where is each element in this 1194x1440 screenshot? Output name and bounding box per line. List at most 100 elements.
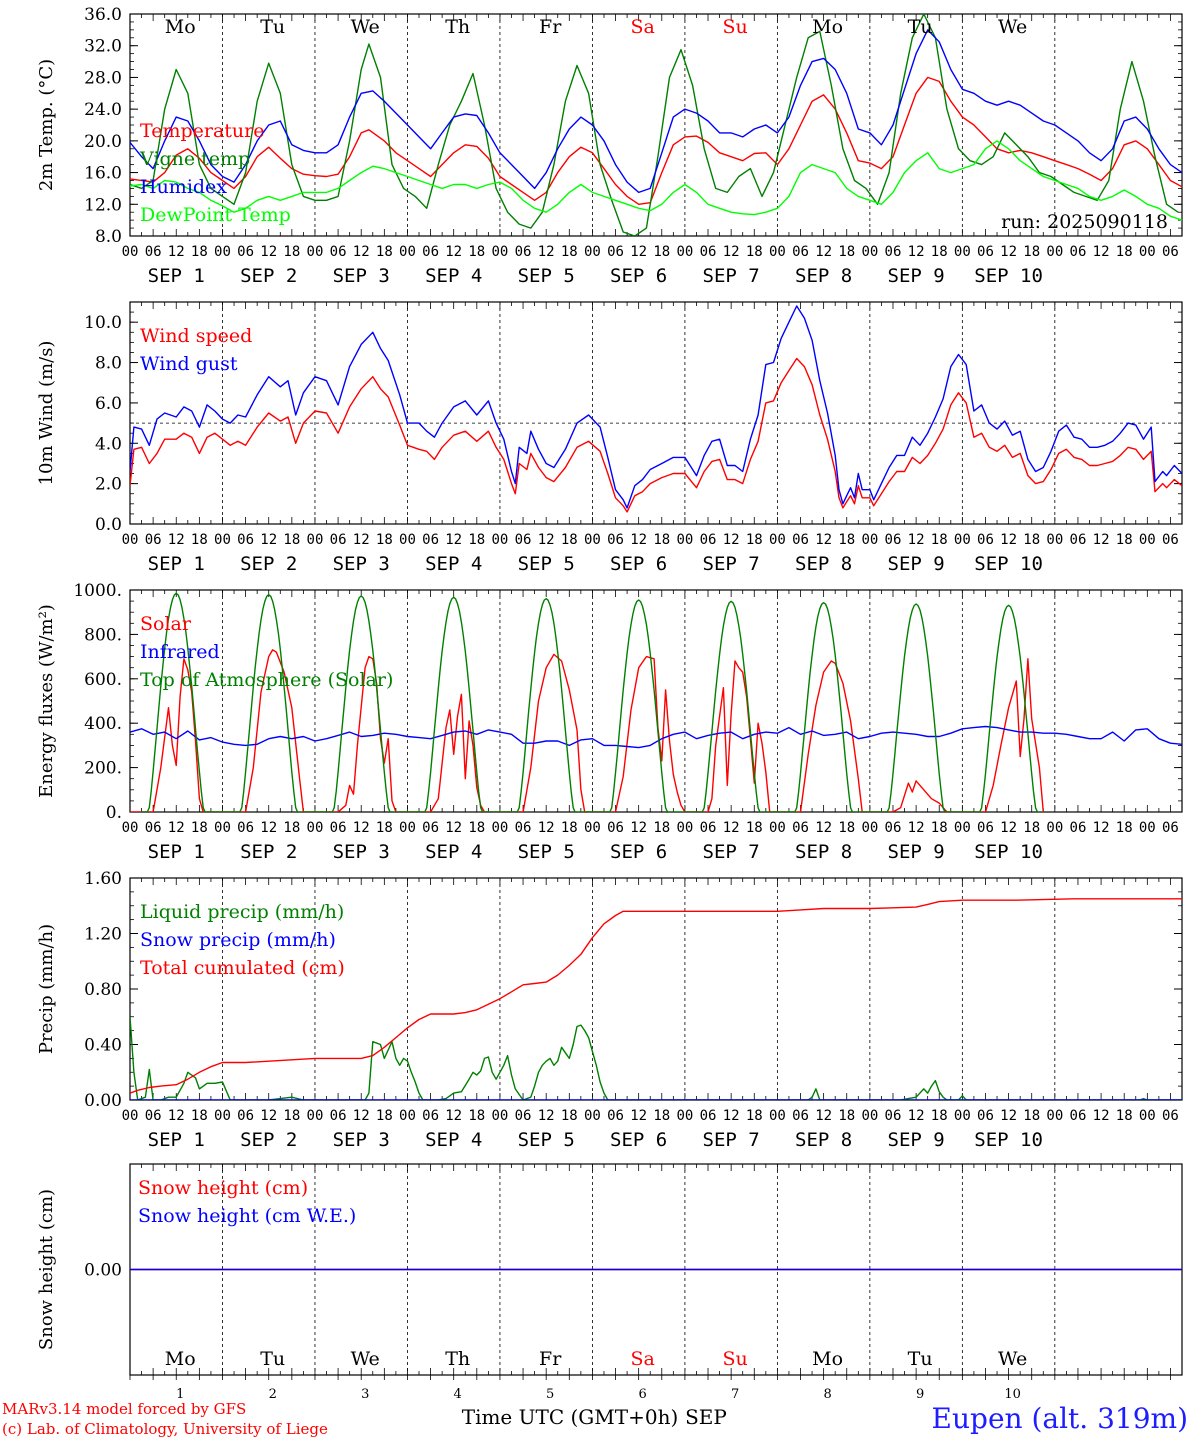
hour-tick-label: 00 xyxy=(676,820,693,836)
hour-tick-label: 00 xyxy=(584,820,601,836)
y-axis-label-energy: Energy fluxes (W/m²) xyxy=(36,604,57,798)
hour-tick-label: 18 xyxy=(931,532,948,548)
hour-tick-label: 06 xyxy=(515,532,532,548)
hour-tick-label: 18 xyxy=(931,1108,948,1124)
hour-tick-label: 00 xyxy=(676,532,693,548)
hour-tick-label: 12 xyxy=(723,1108,740,1124)
date-label: SEP 5 xyxy=(518,841,575,863)
series-line-dewpoint-temp xyxy=(130,140,1182,221)
series-line-infrared xyxy=(130,725,1182,749)
series-line-temperature xyxy=(130,76,1182,205)
hour-tick-label: 00 xyxy=(954,244,971,260)
day-name-top: Tu xyxy=(260,16,285,38)
y-tick-label: 400. xyxy=(84,714,122,734)
day-name-bottom: Fr xyxy=(539,1348,562,1370)
hour-tick-label: 06 xyxy=(422,1108,439,1124)
hour-tick-label: 00 xyxy=(1139,244,1156,260)
series-line-humidex xyxy=(130,29,1182,194)
hour-tick-label: 00 xyxy=(861,532,878,548)
hour-tick-label: 00 xyxy=(492,244,509,260)
hour-tick-label: 18 xyxy=(561,244,578,260)
series-group-precip xyxy=(130,898,1182,1100)
hour-tick-label: 06 xyxy=(1162,244,1179,260)
hour-tick-label: 18 xyxy=(1023,532,1040,548)
legend-entry: Liquid precip (mm/h) xyxy=(140,901,344,923)
y-tick-label: 0.40 xyxy=(84,1036,122,1056)
y-tick-label: 0.0 xyxy=(95,515,122,535)
hour-tick-label: 12 xyxy=(1093,820,1110,836)
day-name-bottom: Sa xyxy=(630,1348,654,1370)
hour-tick-label: 06 xyxy=(145,532,162,548)
date-label: SEP 4 xyxy=(425,1129,482,1151)
hour-tick-label: 12 xyxy=(445,244,462,260)
hour-tick-label: 00 xyxy=(214,244,231,260)
y-tick-label: 12.0 xyxy=(84,195,122,215)
legend-entry: Snow height (cm W.E.) xyxy=(138,1205,356,1227)
hour-tick-label: 18 xyxy=(376,532,393,548)
hour-tick-label: 18 xyxy=(838,820,855,836)
hour-tick-label: 18 xyxy=(468,532,485,548)
hour-tick-label: 18 xyxy=(561,820,578,836)
hour-tick-label: 00 xyxy=(769,532,786,548)
hour-tick-label: 12 xyxy=(1000,532,1017,548)
hour-tick-label: 06 xyxy=(977,1108,994,1124)
hour-tick-label: 18 xyxy=(376,244,393,260)
hour-tick-label: 18 xyxy=(1023,820,1040,836)
y-tick-label: 0.00 xyxy=(84,1261,122,1281)
hour-tick-label: 18 xyxy=(653,820,670,836)
legend-entry: Wind gust xyxy=(140,353,238,375)
date-label: SEP 10 xyxy=(974,841,1043,863)
hour-tick-label: 12 xyxy=(1093,532,1110,548)
hour-tick-label: 18 xyxy=(653,532,670,548)
hour-tick-label: 06 xyxy=(1070,244,1087,260)
y-axis-label-wind: 10m Wind (m/s) xyxy=(36,341,57,486)
hour-tick-label: 00 xyxy=(492,820,509,836)
series-line-wind-speed xyxy=(130,357,1182,513)
hour-tick-label: 12 xyxy=(908,532,925,548)
day-name-top: Th xyxy=(445,16,470,38)
day-name-bottom: We xyxy=(351,1348,380,1370)
hour-tick-label: 00 xyxy=(307,532,324,548)
y-tick-label: 20.0 xyxy=(84,132,122,152)
legend-entry: Snow height (cm) xyxy=(138,1177,308,1199)
hour-tick-label: 00 xyxy=(769,1108,786,1124)
date-label: SEP 4 xyxy=(425,841,482,863)
hour-tick-label: 12 xyxy=(723,820,740,836)
hour-tick-label: 18 xyxy=(653,1108,670,1124)
hour-tick-label: 12 xyxy=(538,244,555,260)
day-number: 1 xyxy=(176,1387,184,1402)
hour-tick-label: 18 xyxy=(376,820,393,836)
hour-tick-label: 06 xyxy=(792,820,809,836)
series-line-vigne-temp xyxy=(130,14,1179,236)
hour-tick-label: 18 xyxy=(1116,244,1133,260)
legend-entry: Vigne temp xyxy=(139,148,250,170)
hour-tick-label: 12 xyxy=(630,244,647,260)
hour-tick-label: 06 xyxy=(885,532,902,548)
hour-tick-label: 06 xyxy=(607,532,624,548)
hour-tick-label: 12 xyxy=(908,1108,925,1124)
y-tick-label: 4.0 xyxy=(95,434,122,454)
hour-tick-label: 00 xyxy=(214,532,231,548)
y-tick-label: 800. xyxy=(84,625,122,645)
hour-tick-label: 12 xyxy=(168,820,185,836)
hour-tick-label: 18 xyxy=(191,820,208,836)
hour-tick-label: 12 xyxy=(908,820,925,836)
hour-tick-label: 18 xyxy=(561,532,578,548)
hour-tick-label: 12 xyxy=(538,1108,555,1124)
run-label: run: 2025090118 xyxy=(1001,211,1168,233)
legend-entry: Snow precip (mm/h) xyxy=(140,929,336,951)
hour-tick-label: 06 xyxy=(1070,1108,1087,1124)
hour-tick-label: 00 xyxy=(122,244,139,260)
y-tick-label: 28.0 xyxy=(84,68,122,88)
date-label: SEP 5 xyxy=(518,553,575,575)
y-axis-label-precip: Precip (mm/h) xyxy=(36,924,57,1054)
hour-tick-label: 00 xyxy=(861,1108,878,1124)
y-tick-label: 0.00 xyxy=(84,1091,122,1111)
hour-tick-label: 06 xyxy=(1070,532,1087,548)
hour-tick-label: 06 xyxy=(1162,1108,1179,1124)
hour-tick-label: 18 xyxy=(931,244,948,260)
hour-tick-label: 06 xyxy=(700,532,717,548)
hour-tick-label: 00 xyxy=(769,244,786,260)
hour-tick-label: 12 xyxy=(815,532,832,548)
